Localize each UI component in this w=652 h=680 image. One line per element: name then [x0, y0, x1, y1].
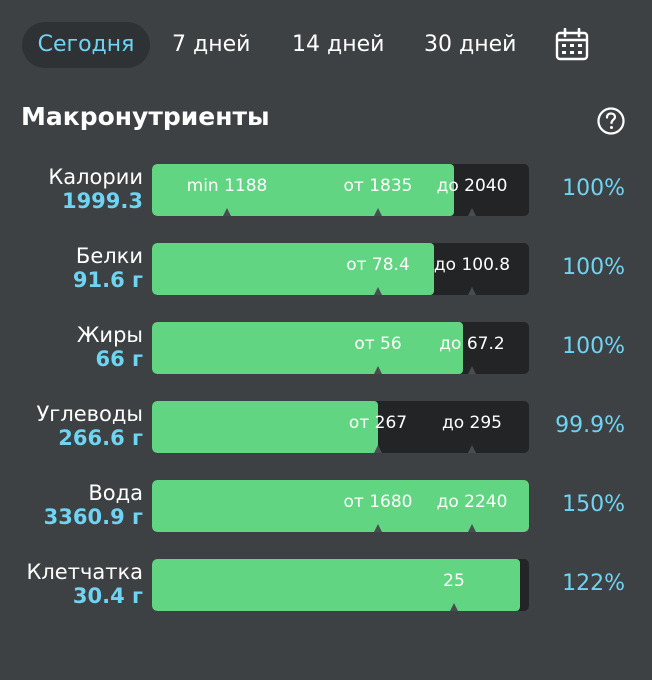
marker-tick — [374, 208, 382, 216]
nutrient-label: Вода 3360.9 г — [3, 481, 143, 529]
nutrient-name: Вода — [88, 481, 143, 505]
nutrient-row: Жиры 66 г от 56 до 67.2 100% — [0, 321, 652, 381]
marker-tick — [450, 603, 458, 611]
progress-bar: от 267 до 295 — [152, 401, 529, 453]
progress-bar: от 56 до 67.2 — [152, 322, 529, 374]
nutrient-label: Белки 91.6 г — [3, 244, 143, 292]
nutrient-value: 66 г — [95, 347, 143, 371]
marker-tick — [468, 208, 476, 216]
progress-bar: от 1680 до 2240 — [152, 480, 529, 532]
marker-tick — [223, 208, 231, 216]
help-icon[interactable] — [596, 106, 626, 136]
nutrient-value: 266.6 г — [58, 426, 143, 450]
marker-tick — [468, 524, 476, 532]
nutrient-percent: 122% — [562, 571, 625, 596]
progress-fill — [152, 480, 529, 532]
nutrient-name: Калории — [48, 165, 143, 189]
nutrient-row: Клетчатка 30.4 г 25 122% — [0, 558, 652, 618]
nutrient-percent: 99.9% — [555, 413, 625, 438]
progress-bar: 25 — [152, 559, 529, 611]
marker-tick — [374, 524, 382, 532]
marker-label: от 56 — [354, 334, 402, 354]
nutrient-row: Белки 91.6 г от 78.4 до 100.8 100% — [0, 242, 652, 302]
nutrient-percent: 100% — [562, 255, 625, 280]
nutrient-value: 91.6 г — [72, 268, 143, 292]
marker-tick — [374, 366, 382, 374]
nutrient-value: 3360.9 г — [43, 505, 143, 529]
nutrient-percent: 100% — [562, 176, 625, 201]
calendar-icon[interactable] — [555, 28, 589, 62]
marker-tick — [374, 445, 382, 453]
marker-label: до 67.2 — [439, 334, 505, 354]
progress-fill — [152, 401, 378, 453]
nutrient-value: 30.4 г — [72, 584, 143, 608]
marker-label: от 1680 — [343, 492, 413, 512]
period-tabs: Сегодня 7 дней 14 дней 30 дней — [0, 22, 652, 68]
marker-label: до 100.8 — [433, 255, 511, 275]
nutrient-name: Углеводы — [36, 402, 144, 426]
nutrient-row: Вода 3360.9 г от 1680 до 2240 150% — [0, 479, 652, 539]
marker-label: до 2040 — [436, 176, 508, 196]
nutrient-row: Калории 1999.3 min 1188 от 1835 до 2040 100% — [0, 163, 652, 223]
marker-label: до 295 — [441, 413, 503, 433]
marker-label: от 78.4 — [346, 255, 410, 275]
tab-30-days[interactable]: 30 дней — [424, 32, 517, 57]
marker-label: до 2240 — [436, 492, 508, 512]
tab-today[interactable]: Сегодня — [22, 22, 150, 68]
marker-tick — [468, 287, 476, 295]
nutrient-percent: 100% — [562, 334, 625, 359]
nutrient-name: Белки — [75, 244, 143, 268]
nutrient-label: Жиры 66 г — [3, 323, 143, 371]
nutrient-name: Клетчатка — [26, 560, 143, 584]
tab-7-days[interactable]: 7 дней — [172, 32, 251, 57]
progress-fill — [152, 559, 520, 611]
progress-fill — [152, 164, 454, 216]
marker-tick — [374, 287, 382, 295]
marker-tick — [468, 366, 476, 374]
progress-fill — [152, 322, 463, 374]
marker-tick — [468, 445, 476, 453]
progress-fill — [152, 243, 434, 295]
marker-label: от 267 — [348, 413, 408, 433]
section-title: Макронутриенты — [21, 102, 270, 131]
progress-bar: min 1188 от 1835 до 2040 — [152, 164, 529, 216]
progress-bar: от 78.4 до 100.8 — [152, 243, 529, 295]
nutrient-label: Клетчатка 30.4 г — [3, 560, 143, 608]
nutrient-percent: 150% — [562, 492, 625, 517]
marker-label: min 1188 — [186, 176, 268, 196]
marker-label: 25 — [443, 571, 465, 591]
nutrient-label: Углеводы 266.6 г — [3, 402, 144, 450]
nutrient-value: 1999.3 — [61, 189, 143, 213]
marker-label: от 1835 — [343, 176, 413, 196]
nutrient-label: Калории 1999.3 — [3, 165, 143, 213]
tab-14-days[interactable]: 14 дней — [292, 32, 385, 57]
nutrient-name: Жиры — [76, 323, 143, 347]
nutrient-row: Углеводы 266.6 г от 267 до 295 99.9% — [0, 400, 652, 460]
